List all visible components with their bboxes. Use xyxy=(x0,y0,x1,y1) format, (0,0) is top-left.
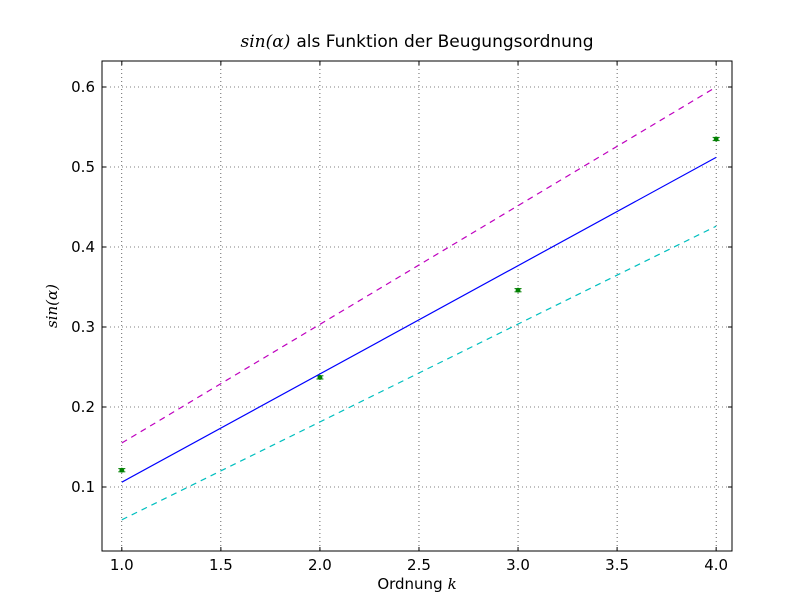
plot-area xyxy=(118,86,720,521)
grid xyxy=(102,61,732,551)
dashed-series-line xyxy=(121,86,717,444)
axis-ticks xyxy=(102,61,732,551)
data-point xyxy=(515,287,521,293)
y-tick-label: 0.4 xyxy=(71,238,95,256)
y-axis-label-math: sin(α) xyxy=(43,284,61,328)
x-axis-label: Ordnung k xyxy=(377,575,456,593)
x-axis-label-text: Ordnung xyxy=(377,575,442,593)
x-tick-label: 4.0 xyxy=(704,556,728,574)
y-tick-label: 0.2 xyxy=(71,398,95,416)
y-axis-label: sin(α) xyxy=(43,284,61,328)
chart-title-math: sin(α) xyxy=(241,32,291,52)
axes-background xyxy=(102,61,732,551)
x-tick-label: 3.0 xyxy=(506,556,530,574)
y-tick-label: 0.3 xyxy=(71,318,95,336)
x-tick-label: 3.5 xyxy=(605,556,629,574)
chart-title: sin(α) als Funktion der Beugungsordnung xyxy=(241,32,594,52)
y-tick-label: 0.6 xyxy=(71,78,95,96)
axis-tick-labels: 1.0 1.5 2.0 2.5 3.0 3.5 4.0 0.1 0.2 0.3 0.4 0.5 0.6 xyxy=(71,78,728,574)
dashed-series-line xyxy=(121,225,717,521)
solid-series-line xyxy=(121,156,717,483)
x-tick-label: 2.0 xyxy=(308,556,332,574)
data-point xyxy=(119,467,125,473)
x-tick-label: 1.5 xyxy=(209,556,233,574)
x-tick-label: 1.0 xyxy=(110,556,134,574)
x-tick-label: 2.5 xyxy=(407,556,431,574)
x-axis-label-math: k xyxy=(448,575,457,593)
y-tick-label: 0.5 xyxy=(71,158,95,176)
data-point xyxy=(317,374,323,380)
axes-frame xyxy=(101,60,733,552)
chart-title-text: als Funktion der Beugungsordnung xyxy=(296,32,593,52)
data-point xyxy=(713,136,719,142)
y-tick-label: 0.1 xyxy=(71,478,95,496)
